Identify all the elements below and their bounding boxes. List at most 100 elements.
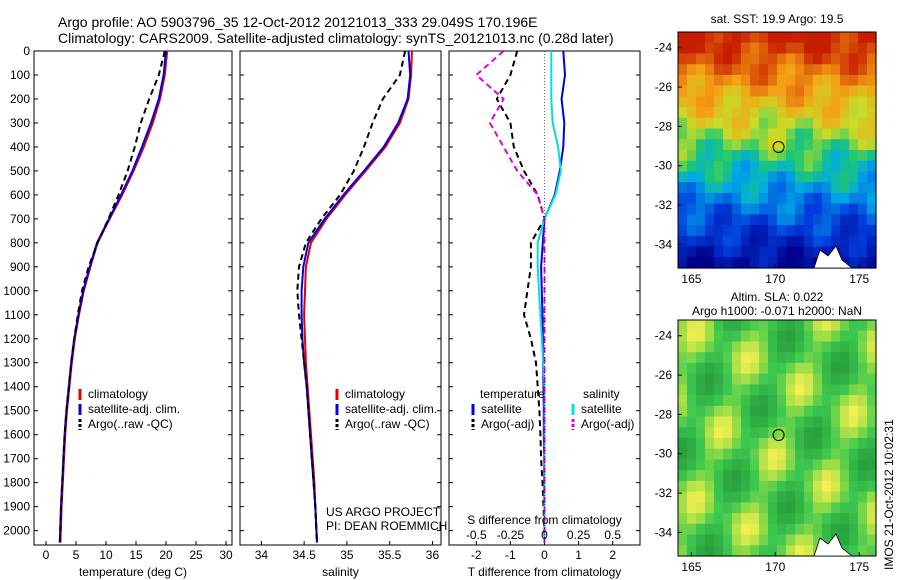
sla-cell xyxy=(858,459,868,471)
sla-cell xyxy=(687,459,697,471)
sla-cell xyxy=(768,523,778,536)
sst-cell xyxy=(849,85,859,97)
sst-cell xyxy=(813,107,823,119)
sla-cell xyxy=(840,330,850,342)
sst-cell xyxy=(759,128,769,140)
x-tick-label-secondary: -0.25 xyxy=(497,528,525,542)
sla-cell xyxy=(732,502,742,514)
sst-cell xyxy=(822,246,832,258)
sst-cell xyxy=(804,182,814,194)
sla-cell xyxy=(714,384,724,396)
sla-cell xyxy=(678,384,688,396)
sst-cell xyxy=(687,53,697,65)
sst-cell xyxy=(795,246,805,258)
sst-cell xyxy=(723,214,733,226)
y-tick-label: 1700 xyxy=(3,452,30,466)
sla-cell xyxy=(759,545,769,557)
legend-group-label: temperature xyxy=(480,387,545,401)
sst-cell xyxy=(687,96,697,108)
imos-timestamp: IMOS 21-Oct-2012 10:02:31 xyxy=(882,419,896,570)
sla-cell xyxy=(687,320,697,332)
sla-cell xyxy=(822,491,832,503)
sst-cell xyxy=(705,42,715,54)
sst-cell xyxy=(750,182,760,194)
sla-cell xyxy=(849,352,859,364)
sla-cell xyxy=(786,459,796,471)
sst-cell xyxy=(831,192,841,205)
sst-cell xyxy=(759,214,769,226)
sst-cell xyxy=(867,117,877,130)
sla-cell xyxy=(813,384,823,396)
sla-cell xyxy=(795,438,805,450)
x-tick-label: 25 xyxy=(189,548,203,562)
sst-cell xyxy=(759,235,769,248)
sla-cell xyxy=(696,459,706,471)
sst-cell xyxy=(750,117,760,130)
sst-cell xyxy=(705,214,715,226)
sla-cell xyxy=(822,320,832,332)
sla-cell xyxy=(678,470,688,482)
sla-cell xyxy=(687,534,697,546)
sst-cell xyxy=(750,225,760,237)
y-tick-label: -30 xyxy=(655,447,673,461)
sla-cell xyxy=(831,395,841,407)
sst-cell xyxy=(678,214,688,226)
sst-map-panel: 165 170 175 -24 -26 -28 -30 -32 -34 sat. SST: 19.… xyxy=(655,12,877,286)
sst-cell xyxy=(849,160,859,172)
sst-cell xyxy=(750,74,760,87)
sla-cell xyxy=(678,545,688,557)
sst-cell xyxy=(687,192,697,205)
sla-cell xyxy=(858,491,868,503)
plot-frame xyxy=(239,50,442,546)
legend-label: climatology xyxy=(345,387,405,401)
sla-cell xyxy=(831,438,841,450)
sst-cell xyxy=(777,225,787,237)
sst-cell xyxy=(714,225,724,237)
sla-cell xyxy=(714,448,724,460)
sla-cell xyxy=(795,405,805,418)
sst-cell xyxy=(786,85,796,97)
sst-cell xyxy=(813,42,823,54)
sst-cell xyxy=(786,160,796,172)
sla-cell xyxy=(804,502,814,514)
sst-cell xyxy=(768,139,778,151)
sst-cell xyxy=(813,160,823,172)
sst-cell xyxy=(867,74,877,87)
sla-cell xyxy=(795,395,805,407)
legend-label: Argo(-adj) xyxy=(481,417,534,431)
sla-cell xyxy=(678,523,688,536)
sst-cell xyxy=(840,225,850,237)
sst-cell xyxy=(813,171,823,183)
sla-cell xyxy=(714,502,724,514)
sst-cell xyxy=(714,235,724,248)
sla-cell xyxy=(813,341,823,353)
sla-cell xyxy=(705,448,715,460)
sst-cell xyxy=(831,107,841,119)
x-tick-label: -1 xyxy=(505,548,516,562)
sst-cell xyxy=(768,32,778,44)
sla-cell xyxy=(696,470,706,482)
sla-cell xyxy=(768,491,778,503)
sla-cell xyxy=(804,534,814,546)
sla-cell xyxy=(858,523,868,536)
sst-cell xyxy=(822,192,832,205)
sla-cell xyxy=(867,427,877,439)
sla-cell xyxy=(687,491,697,503)
sla-cell xyxy=(768,352,778,364)
sst-cell xyxy=(705,182,715,194)
sla-cell xyxy=(795,373,805,385)
sla-cell xyxy=(786,362,796,375)
series-line-2 xyxy=(296,50,407,543)
sst-cell xyxy=(822,64,832,76)
sla-cell xyxy=(849,341,859,353)
sla-cell xyxy=(849,459,859,471)
sla-cell xyxy=(678,427,688,439)
sst-cell xyxy=(723,246,733,258)
sst-cell xyxy=(840,246,850,258)
sla-cell xyxy=(768,438,778,450)
sla-cell xyxy=(759,416,769,428)
sst-cell xyxy=(678,160,688,172)
sla-cell xyxy=(678,448,688,460)
sst-cell xyxy=(858,182,868,194)
sla-cell xyxy=(723,513,733,525)
